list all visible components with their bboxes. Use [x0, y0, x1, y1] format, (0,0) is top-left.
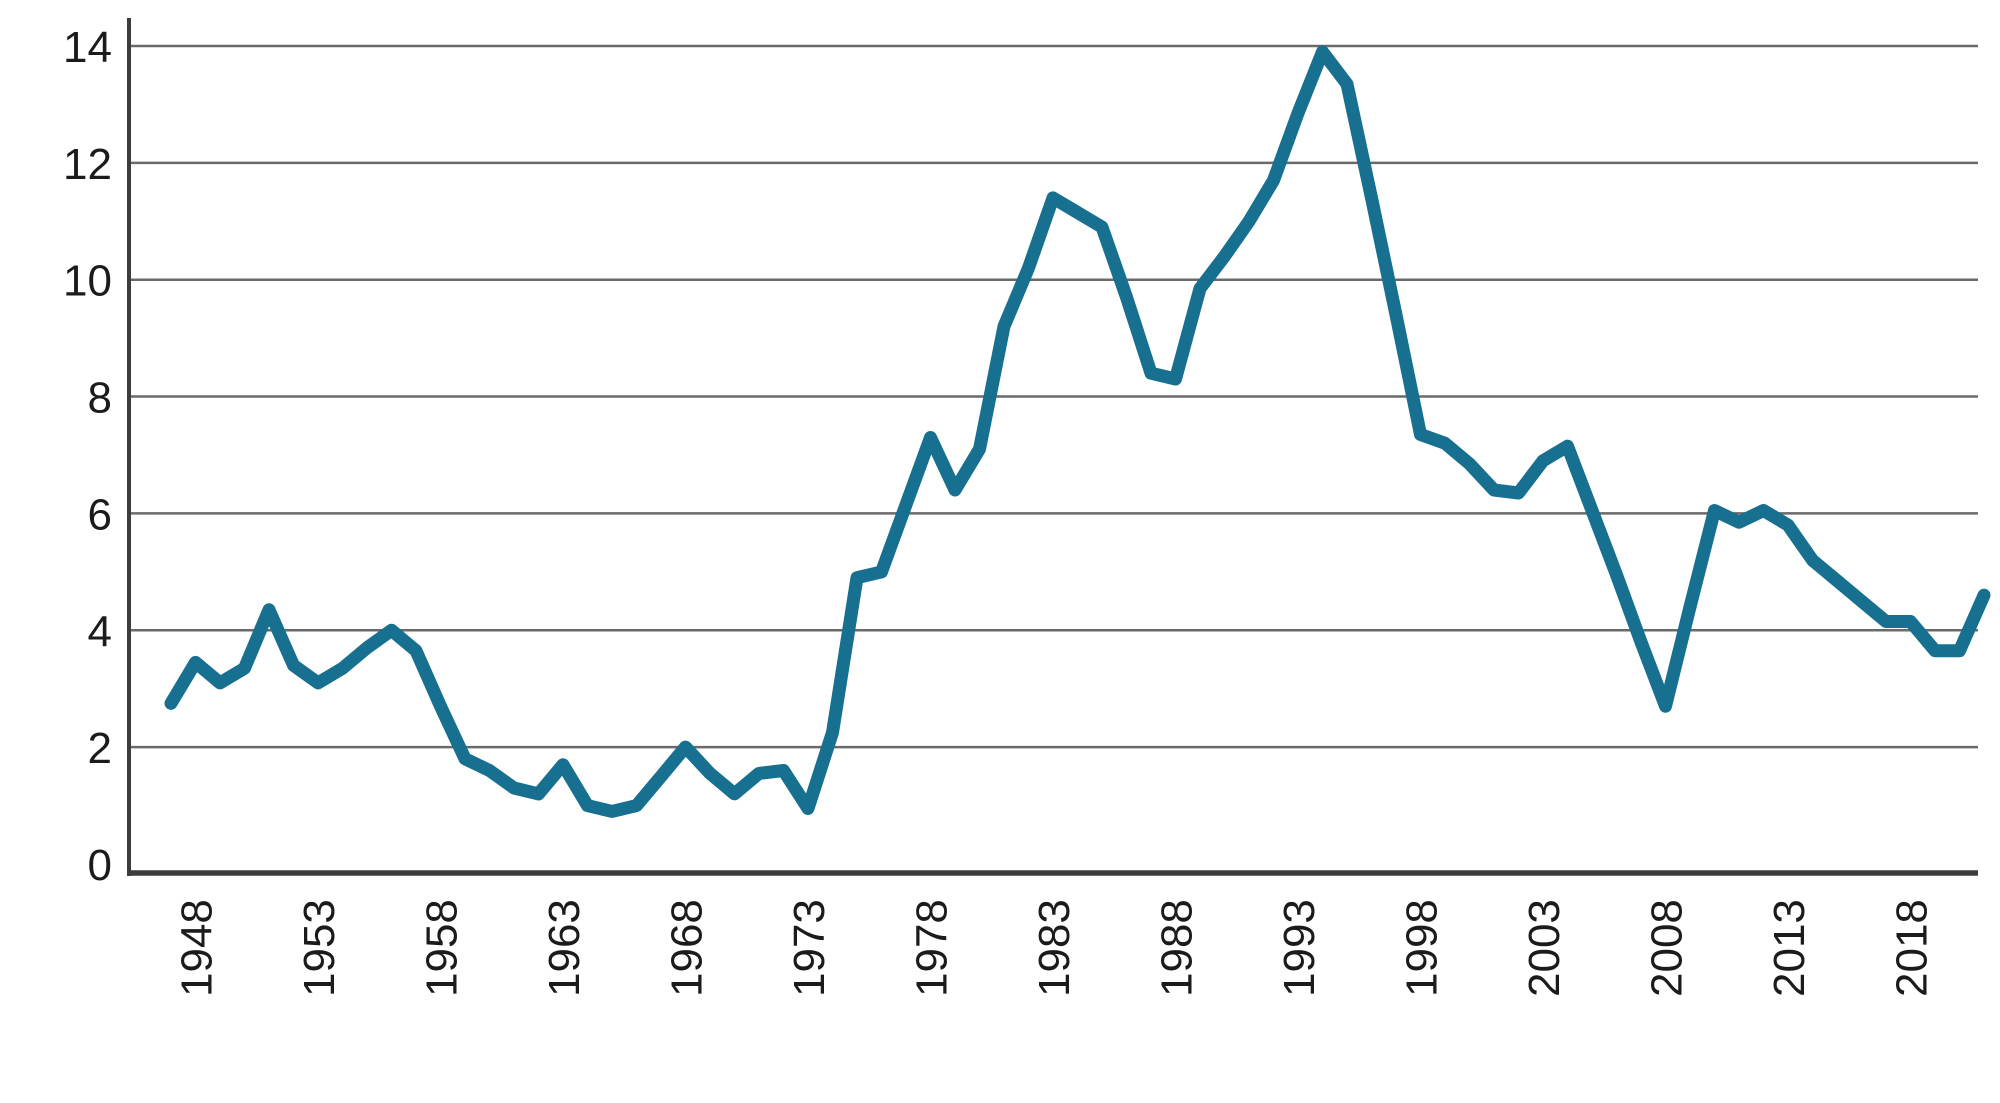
- x-axis-tick-label: 1963: [540, 899, 589, 997]
- y-axis-tick-label: 2: [88, 724, 112, 773]
- x-axis-tick-label: 2008: [1643, 899, 1692, 997]
- x-axis-tick-label: 1988: [1153, 899, 1202, 997]
- y-axis-tick-label: 6: [88, 490, 112, 539]
- x-axis-tick-label: 2018: [1888, 899, 1937, 997]
- axes-frame: [127, 18, 1978, 876]
- y-axis-tick-label: 12: [63, 140, 112, 189]
- y-axis-tick-label: 14: [63, 23, 112, 72]
- x-axis-tick-label: 2003: [1520, 899, 1569, 997]
- x-axis-tick-label: 1953: [295, 899, 344, 997]
- y-axis-tick-label: 4: [88, 607, 112, 656]
- y-axis-tick-label: 10: [63, 257, 112, 306]
- x-axis-tick-label: 1973: [785, 899, 834, 997]
- x-axis-tick-label: 2013: [1765, 899, 1814, 997]
- x-axis-tick-label: 1968: [663, 899, 712, 997]
- x-axis-tick-labels: 1948 1953 1958 1963 1968 1973 1978 1983 1988 1993…: [173, 899, 1937, 997]
- y-axis-tick-label: 0: [88, 841, 112, 890]
- x-axis-tick-label: 1998: [1398, 899, 1447, 997]
- y-axis-tick-labels: 14 12 10 8 6 4 2 0: [63, 23, 112, 890]
- x-axis-tick-label: 1993: [1275, 899, 1324, 997]
- x-axis-tick-label: 1958: [418, 899, 467, 997]
- trend-line: [164, 45, 1991, 818]
- x-axis-tick-label: 1978: [908, 899, 957, 997]
- horizontal-gridlines: [129, 44, 1978, 749]
- data-series: [164, 45, 1991, 818]
- x-axis-tick-label: 1948: [173, 899, 222, 997]
- x-axis-tick-label: 1983: [1030, 899, 1079, 997]
- y-axis-tick-label: 8: [88, 374, 112, 423]
